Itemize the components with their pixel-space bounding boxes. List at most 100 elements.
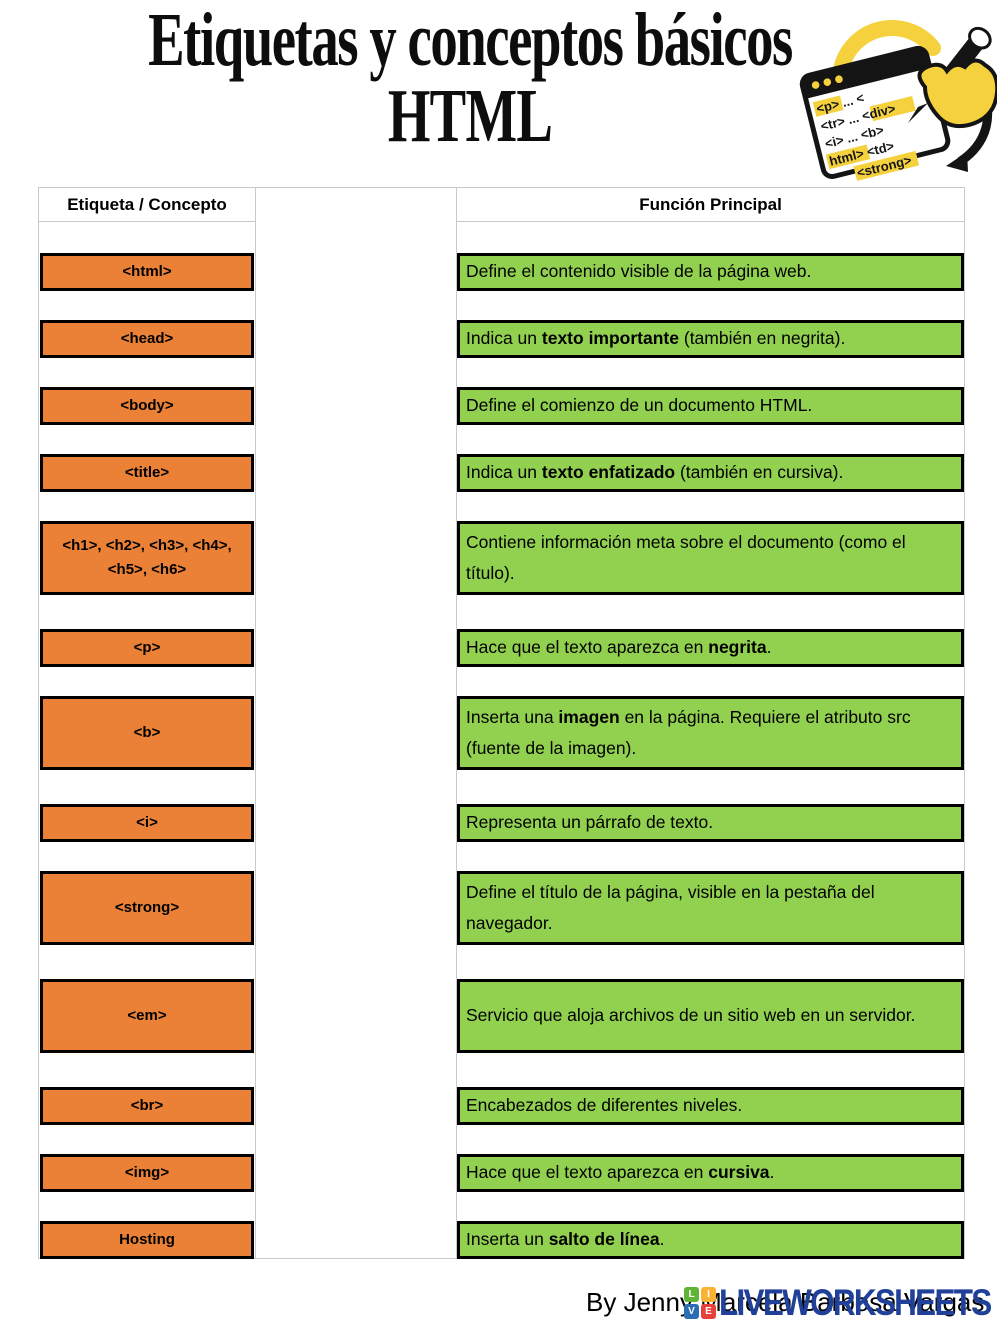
desc-cell: Inserta un salto de línea. [456, 1221, 965, 1259]
desc-segment: Inserta una [466, 706, 559, 727]
window-dot-icon [823, 78, 832, 86]
table-row: <h1>, <h2>, <h3>, <h4>, <h5>, <h6> Contie… [38, 521, 965, 595]
desc-box[interactable]: Servicio que aloja archivos de un sitio … [457, 979, 964, 1053]
tag-box[interactable]: <em> [40, 979, 254, 1053]
desc-box[interactable]: Indica un texto enfatizado (también en c… [457, 454, 964, 492]
gap-cell [256, 320, 456, 358]
desc-segment: Hace que el texto aparezca en [466, 1162, 709, 1182]
table-row: <html> Define el contenido visible de la … [38, 253, 965, 291]
tag-cell: <strong> [38, 871, 256, 945]
desc-box[interactable]: Define el título de la página, visible e… [457, 871, 964, 945]
desc-cell: Encabezados de diferentes niveles. [456, 1087, 965, 1125]
tag-cell: <head> [38, 320, 256, 358]
desc-text: Inserta un salto de línea. [466, 1224, 664, 1256]
desc-box[interactable]: Indica un texto importante (también en n… [457, 320, 964, 358]
desc-text: Encabezados de diferentes niveles. [466, 1090, 742, 1122]
html-tags-illustration: <p> ... < <tr> ... <div> <i> ... <b> htm… [799, 20, 997, 181]
desc-text: Define el título de la página, visible e… [466, 877, 955, 940]
desc-box[interactable]: Define el contenido visible de la página… [457, 253, 964, 291]
desc-segment: Inserta un [466, 1229, 549, 1249]
desc-segment: Define el contenido visible de la página… [466, 261, 812, 281]
title-line-2: HTML [387, 74, 553, 158]
spacer-row [38, 662, 965, 696]
gap-cell [256, 1221, 456, 1259]
desc-cell: Define el comienzo de un documento HTML. [456, 387, 965, 425]
tag-cell: <b> [38, 696, 256, 770]
desc-text: Inserta una imagen en la página. Requier… [466, 702, 955, 765]
desc-cell: Indica un texto enfatizado (también en c… [456, 454, 965, 492]
tag-cell: <em> [38, 979, 256, 1053]
desc-bold-segment: cursiva [708, 1162, 770, 1182]
gap-cell [256, 696, 456, 770]
table-row: <head> Indica un texto importante (tambié… [38, 320, 965, 358]
table-body: <html> Define el contenido visible de la … [38, 253, 965, 1259]
window-dot-icon [835, 75, 843, 84]
table-header-row: Etiqueta / Concepto Función Principal [38, 188, 965, 222]
desc-box[interactable]: Representa un párrafo de texto. [457, 804, 964, 842]
desc-bold-segment: texto enfatizado [541, 462, 676, 482]
table-row: <p> Hace que el texto aparezca en negrita… [38, 629, 965, 667]
column-header-etiqueta: Etiqueta / Concepto [38, 188, 256, 222]
table-row: <title> Indica un texto enfatizado (tambi… [38, 454, 965, 492]
gap-cell [256, 253, 456, 291]
gap-cell [256, 521, 456, 595]
desc-segment: Hace que el texto aparezca en [466, 637, 709, 657]
desc-cell: Define el contenido visible de la página… [456, 253, 965, 291]
window-dot-icon [811, 81, 820, 89]
desc-text: Define el contenido visible de la página… [466, 256, 811, 288]
tag-box[interactable]: <img> [40, 1154, 254, 1192]
desc-text: Indica un texto importante (también en n… [466, 323, 845, 355]
tag-cell: <img> [38, 1154, 256, 1192]
tag-box[interactable]: <head> [40, 320, 254, 358]
tag-box[interactable]: <i> [40, 804, 254, 842]
desc-text: Define el comienzo de un documento HTML. [466, 390, 812, 422]
tag-cell: <title> [38, 454, 256, 492]
tag-box[interactable]: <title> [40, 454, 254, 492]
desc-cell: Representa un párrafo de texto. [456, 804, 965, 842]
gap-cell [256, 804, 456, 842]
hand-shape [917, 58, 997, 129]
marker-tip [908, 103, 928, 123]
desc-box[interactable]: Contiene información meta sobre el docum… [457, 521, 964, 595]
spacer-row [38, 1053, 965, 1087]
tag-box[interactable]: <body> [40, 387, 254, 425]
desc-box[interactable]: Inserta una imagen en la página. Requier… [457, 696, 964, 770]
highlight-mark [812, 95, 844, 117]
desc-box[interactable]: Hace que el texto aparezca en cursiva. [457, 1154, 964, 1192]
desc-box[interactable]: Inserta un salto de línea. [457, 1221, 964, 1259]
desc-segment: (también en cursiva). [675, 462, 844, 482]
liveworksheets-wordmark: LIVEWORKSHEETS [719, 1282, 992, 1323]
tag-box[interactable]: <h1>, <h2>, <h3>, <h4>, <h5>, <h6> [40, 521, 254, 595]
tag-box[interactable]: <strong> [40, 871, 254, 945]
table-bottom-pad [38, 1254, 965, 1258]
tag-box[interactable]: <p> [40, 629, 254, 667]
tag-cell: <br> [38, 1087, 256, 1125]
desc-cell: Inserta una imagen en la página. Requier… [456, 696, 965, 770]
desc-segment: (también en negrita). [679, 328, 846, 348]
matching-table: Etiqueta / Concepto Función Principal <h… [38, 187, 965, 1259]
desc-box[interactable]: Hace que el texto aparezca en negrita. [457, 629, 964, 667]
desc-box[interactable]: Encabezados de diferentes niveles. [457, 1087, 964, 1125]
spacer-row [38, 286, 965, 320]
desc-bold-segment: negrita [708, 637, 767, 657]
tag-box[interactable]: <b> [40, 696, 254, 770]
desc-text: Hace que el texto aparezca en cursiva. [466, 1157, 774, 1189]
tag-cell: <p> [38, 629, 256, 667]
tag-box[interactable]: <html> [40, 253, 254, 291]
desc-segment: Define el título de la página, visible e… [466, 881, 875, 934]
empty-row [38, 222, 965, 253]
window-titlebar [802, 48, 930, 99]
desc-segment: Contiene información meta sobre el docum… [466, 531, 906, 584]
desc-cell: Contiene información meta sobre el docum… [456, 521, 965, 595]
spacer-row [38, 837, 965, 871]
desc-segment: . [769, 1162, 775, 1182]
desc-cell: Hace que el texto aparezca en cursiva. [456, 1154, 965, 1192]
table-row: <b> Inserta una imagen en la página. Requ… [38, 696, 965, 770]
desc-text: Contiene información meta sobre el docum… [466, 527, 955, 590]
desc-box[interactable]: Define el comienzo de un documento HTML. [457, 387, 964, 425]
title-line-1: Etiquetas y conceptos básicos [148, 0, 793, 82]
tag-box[interactable]: <br> [40, 1087, 254, 1125]
tag-box[interactable]: Hosting [40, 1221, 254, 1259]
